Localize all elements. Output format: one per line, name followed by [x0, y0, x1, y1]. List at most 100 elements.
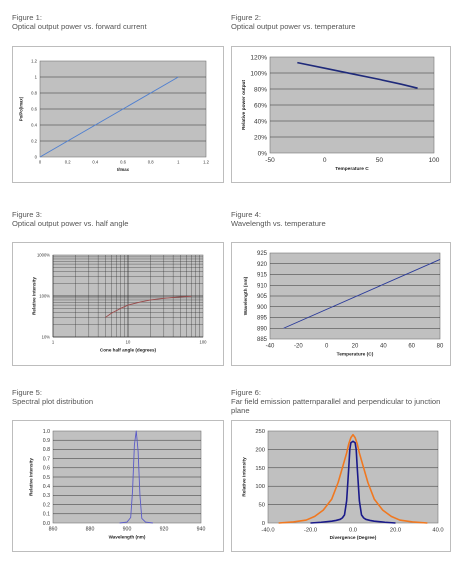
- y-axis-label: Relative Intensity: [28, 458, 33, 496]
- x-tick-label: 0: [39, 160, 42, 165]
- figure-5-chart-frame: 0.0 0.1 0.2 0.3 0.4 0.5 0.6 0.7 0.8 0.9 1.0 860 880 9…: [12, 420, 224, 552]
- figure-6-number: Figure 6:: [231, 388, 261, 397]
- y-tick-label: 100%: [39, 293, 50, 298]
- series-line-1: [283, 259, 441, 329]
- y-tick-label: 10%: [42, 334, 51, 339]
- x-tick-label: 100: [429, 157, 440, 164]
- figure-2-chart: 0% 20% 40% 60% 80% 100% 120% -50 0 50 100 Temperatu…: [241, 54, 440, 172]
- y-tick-label: 920: [257, 262, 268, 268]
- x-tick-label: 0.2: [65, 160, 71, 165]
- figure-3-caption: Figure 3: Optical output power vs. half …: [12, 210, 222, 228]
- x-tick-label: -20.0: [304, 527, 317, 533]
- x-tick-label: 20: [352, 344, 359, 350]
- y-tick-label: 0.0: [43, 521, 50, 527]
- figure-5: Figure 5: Spectral plot distribution 0.0…: [12, 388, 224, 558]
- figure-5-caption: Figure 5: Spectral plot distribution: [12, 388, 222, 406]
- figure-4-chart-frame: 885 890 895 900 905 910 915 920 925 -40 -20 0 20 40 60…: [231, 242, 451, 366]
- x-tick-label: -40.0: [261, 527, 274, 533]
- y-tick-label: 0.1: [43, 512, 50, 518]
- y-tick-label: 100%: [250, 70, 267, 77]
- figure-3-number: Figure 3:: [12, 210, 42, 219]
- x-axis-label: I/Imax: [117, 167, 130, 172]
- y-tick-label: 80%: [254, 86, 267, 93]
- y-tick-label: 0.2: [31, 138, 37, 143]
- x-tick-label: 0.0: [349, 527, 357, 533]
- figure-1-number: Figure 1:: [12, 13, 42, 22]
- x-tick-label: 100: [200, 340, 208, 345]
- x-tick-label: 40: [380, 344, 387, 350]
- y-tick-label: 890: [257, 326, 268, 332]
- y-tick-label: 905: [257, 294, 268, 300]
- y-axis-label: Wavelength (nm): [243, 276, 249, 315]
- figure-6-caption: Figure 6: Far field emission patternpara…: [231, 388, 451, 415]
- y-tick-label: 895: [257, 316, 268, 322]
- figure-1-chart: 0 0.2 0.4 0.6 0.8 1 1.2 0 0.2 0.4 0.6 0.8 1 1.2 I/Imax…: [19, 58, 210, 172]
- y-axis-label: Relative Intensity: [241, 457, 247, 497]
- y-tick-label: 885: [257, 337, 268, 343]
- figure-6-title: Far field emission patternparallel and p…: [231, 397, 441, 415]
- x-tick-label: -40: [266, 344, 275, 350]
- x-tick-label: 920: [160, 527, 169, 533]
- y-tick-label: 0.6: [31, 106, 37, 111]
- y-tick-label: 0.9: [43, 438, 50, 444]
- y-axis-label: Po/Po(Imax): [19, 96, 24, 121]
- y-tick-label: 1: [35, 74, 38, 79]
- figure-4-caption: Figure 4: Wavelength vs. temperature: [231, 210, 451, 228]
- x-tick-label: 0.4: [92, 160, 98, 165]
- x-tick-label: -50: [265, 157, 275, 164]
- x-tick-label: 900: [123, 527, 132, 533]
- figure-5-title: Spectral plot distribution: [12, 397, 94, 406]
- figure-3: Figure 3: Optical output power vs. half …: [12, 210, 224, 370]
- series-line-1: [39, 76, 179, 158]
- x-axis-label: Cone half angle (degrees): [100, 347, 157, 352]
- figure-3-chart: 10% 100% 1000% 1 10 100 Cone half angle (degre…: [32, 252, 208, 352]
- figure-6-chart-frame: 0 50 100 150 200 250 -40.0 -20.0 0.0 20.0 40.0 Dive…: [231, 420, 451, 552]
- y-tick-label: 150: [255, 466, 265, 472]
- y-tick-label: 1000%: [37, 252, 50, 257]
- y-tick-label: 0.5: [43, 475, 50, 481]
- series-line-1: [119, 430, 153, 524]
- x-tick-label: 60: [408, 344, 415, 350]
- y-tick-label: 0.8: [43, 447, 50, 453]
- figure-4: Figure 4: Wavelength vs. temperature 885…: [231, 210, 451, 370]
- y-tick-label: 900: [257, 305, 268, 311]
- series-line-1: [297, 61, 418, 89]
- y-axis-label: Relative power output: [241, 80, 247, 131]
- x-tick-label: 860: [49, 527, 58, 533]
- figure-2-caption: Figure 2: Optical output power vs. tempe…: [231, 13, 451, 31]
- x-tick-label: 80: [437, 344, 444, 350]
- y-tick-label: 100: [255, 484, 265, 490]
- x-tick-label: 0.6: [120, 160, 126, 165]
- y-tick-label: 50: [259, 503, 265, 509]
- y-tick-label: 120%: [250, 54, 267, 61]
- x-tick-label: 0: [323, 157, 327, 164]
- x-tick-label: 880: [86, 527, 95, 533]
- x-tick-label: -20: [294, 344, 303, 350]
- y-tick-label: 0%: [258, 150, 268, 157]
- y-tick-label: 40%: [254, 118, 267, 125]
- figure-4-number: Figure 4:: [231, 210, 261, 219]
- x-axis-label: Wavelength (nm): [109, 534, 146, 539]
- y-tick-label: 0.3: [43, 493, 50, 499]
- y-tick-label: 0.2: [43, 502, 50, 508]
- y-tick-label: 910: [257, 283, 268, 289]
- figure-3-title: Optical output power vs. half angle: [12, 219, 129, 228]
- figure-2-chart-frame: 0% 20% 40% 60% 80% 100% 120% -50 0 50 100 Temperatu…: [231, 46, 451, 183]
- x-axis-label: Temperature (C): [337, 351, 374, 357]
- figure-6: Figure 6: Far field emission patternpara…: [231, 388, 451, 558]
- y-tick-label: 1.0: [43, 429, 50, 435]
- figure-1-caption: Figure 1: Optical output power vs. forwa…: [12, 13, 222, 31]
- y-tick-label: 915: [257, 273, 268, 279]
- series-line-1: [105, 295, 192, 318]
- x-axis-label: Divergence (Degree): [330, 535, 377, 541]
- figure-6-chart: 0 50 100 150 200 250 -40.0 -20.0 0.0 20.0 40.0 Dive…: [241, 429, 443, 541]
- y-tick-label: 0.6: [43, 466, 50, 472]
- y-tick-label: 250: [255, 429, 265, 435]
- y-tick-label: 60%: [254, 102, 267, 109]
- figure-3-chart-frame: 10% 100% 1000% 1 10 100 Cone half angle (degre…: [12, 242, 224, 366]
- y-tick-label: 20%: [254, 134, 267, 141]
- y-tick-label: 0: [35, 154, 38, 159]
- figure-1-title: Optical output power vs. forward current: [12, 22, 147, 31]
- y-tick-label: 1.2: [31, 58, 37, 63]
- x-tick-label: 1: [52, 340, 55, 345]
